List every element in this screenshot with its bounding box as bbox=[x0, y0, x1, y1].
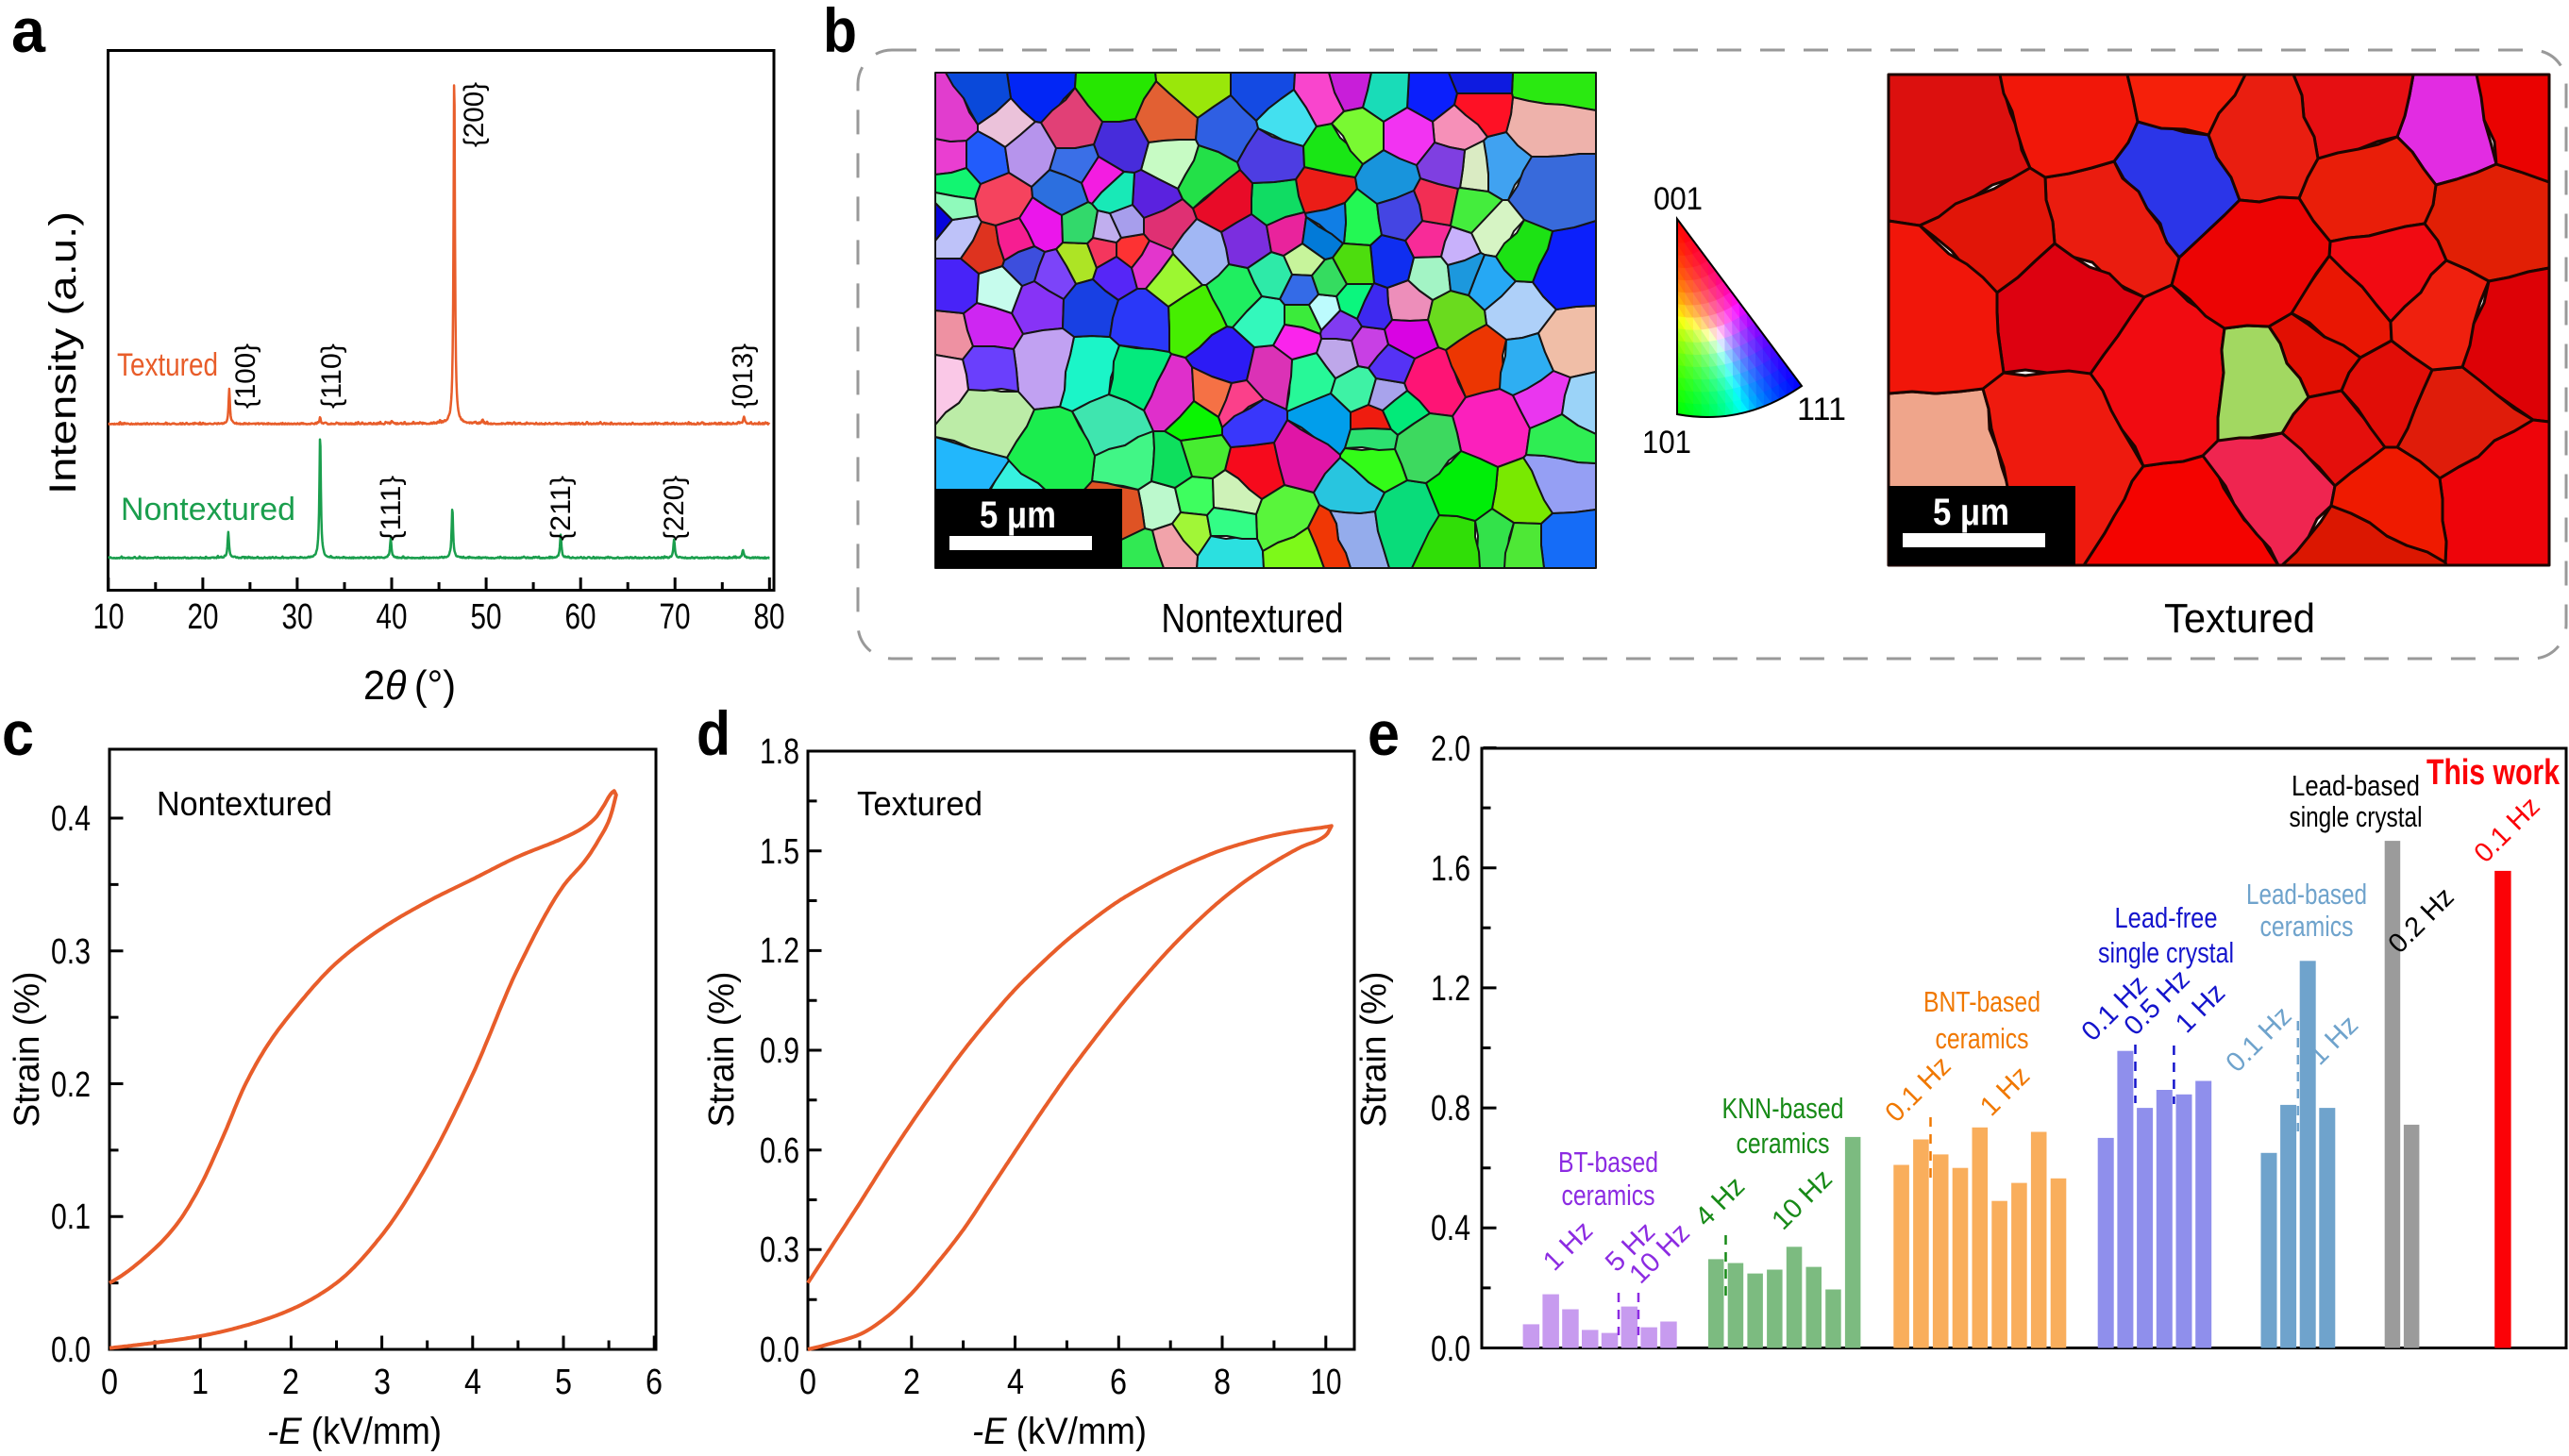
svg-text:single crystal: single crystal bbox=[2098, 936, 2234, 969]
svg-text:-E (kV/mm): -E (kV/mm) bbox=[972, 1411, 1147, 1451]
svg-text:Nontextured: Nontextured bbox=[157, 784, 332, 823]
svg-text:70: 70 bbox=[660, 597, 691, 637]
svg-text:5: 5 bbox=[555, 1363, 572, 1402]
svg-text:20: 20 bbox=[188, 597, 219, 637]
svg-text:60: 60 bbox=[565, 597, 596, 637]
svg-text:ceramics: ceramics bbox=[1737, 1127, 1830, 1160]
svg-text:1.8: 1.8 bbox=[760, 732, 799, 772]
svg-text:30: 30 bbox=[282, 597, 313, 637]
svg-text:0: 0 bbox=[101, 1363, 118, 1402]
svg-text:0.0: 0.0 bbox=[760, 1330, 799, 1370]
svg-text:c: c bbox=[2, 698, 34, 768]
svg-text:1.6: 1.6 bbox=[1431, 849, 1470, 889]
svg-text:0.2: 0.2 bbox=[51, 1065, 91, 1105]
svg-text:2: 2 bbox=[903, 1363, 920, 1402]
svg-text:1: 1 bbox=[192, 1363, 209, 1402]
svg-text:0.0: 0.0 bbox=[1431, 1330, 1470, 1369]
svg-text:-E (kV/mm): -E (kV/mm) bbox=[267, 1411, 442, 1451]
svg-text:001: 001 bbox=[1654, 181, 1703, 217]
svg-text:0.8: 0.8 bbox=[1431, 1089, 1470, 1129]
svg-text:40: 40 bbox=[377, 597, 408, 637]
svg-text:a: a bbox=[11, 0, 46, 65]
svg-text:1.2: 1.2 bbox=[760, 931, 799, 971]
svg-text:b: b bbox=[823, 0, 857, 65]
svg-text:5 μm: 5 μm bbox=[980, 494, 1056, 536]
svg-text:Nontextured: Nontextured bbox=[1162, 595, 1344, 642]
svg-text:{013}: {013} bbox=[728, 343, 759, 409]
svg-text:0.0: 0.0 bbox=[51, 1330, 91, 1370]
svg-text:Strain (%): Strain (%) bbox=[8, 972, 47, 1128]
svg-text:10: 10 bbox=[93, 597, 125, 637]
svg-text:6: 6 bbox=[1110, 1363, 1127, 1402]
svg-text:0.3: 0.3 bbox=[51, 932, 91, 972]
svg-text:d: d bbox=[697, 698, 730, 768]
svg-text:1.2: 1.2 bbox=[1431, 969, 1470, 1009]
svg-text:10: 10 bbox=[1311, 1363, 1342, 1402]
svg-text:KNN-based: KNN-based bbox=[1722, 1092, 1844, 1125]
svg-text:0.6: 0.6 bbox=[760, 1131, 799, 1171]
svg-text:{200}: {200} bbox=[459, 82, 490, 147]
svg-text:0: 0 bbox=[799, 1363, 816, 1402]
svg-text:{110}: {110} bbox=[316, 343, 347, 409]
svg-text:single crystal: single crystal bbox=[2290, 800, 2423, 833]
svg-text:80: 80 bbox=[754, 597, 785, 637]
svg-text:2θ (°): 2θ (°) bbox=[363, 662, 456, 709]
svg-text:Lead-free: Lead-free bbox=[2115, 901, 2218, 934]
svg-text:0.1: 0.1 bbox=[51, 1197, 91, 1237]
svg-text:Textured: Textured bbox=[2164, 595, 2315, 642]
svg-text:0.4: 0.4 bbox=[1431, 1209, 1470, 1248]
svg-text:1.5: 1.5 bbox=[760, 832, 799, 872]
svg-text:Lead-based: Lead-based bbox=[2246, 878, 2367, 911]
svg-text:111: 111 bbox=[1797, 392, 1846, 427]
svg-text:Textured: Textured bbox=[857, 784, 982, 823]
svg-text:{111}: {111} bbox=[376, 476, 407, 541]
svg-text:2: 2 bbox=[282, 1363, 299, 1402]
svg-text:0.3: 0.3 bbox=[760, 1230, 799, 1270]
svg-text:ceramics: ceramics bbox=[2260, 910, 2354, 943]
svg-text:Intensity (a.u.): Intensity (a.u.) bbox=[42, 211, 84, 494]
svg-text:2.0: 2.0 bbox=[1431, 729, 1470, 769]
svg-text:{100}: {100} bbox=[230, 343, 261, 409]
svg-text:0.9: 0.9 bbox=[760, 1031, 799, 1071]
svg-text:ceramics: ceramics bbox=[1562, 1179, 1655, 1212]
svg-text:8: 8 bbox=[1214, 1363, 1231, 1402]
svg-text:BNT-based: BNT-based bbox=[1923, 985, 2040, 1018]
svg-text:Nontextured: Nontextured bbox=[121, 492, 295, 527]
svg-text:Strain (%): Strain (%) bbox=[702, 972, 742, 1128]
svg-text:6: 6 bbox=[646, 1363, 663, 1402]
svg-text:4: 4 bbox=[1007, 1363, 1024, 1402]
svg-text:4: 4 bbox=[464, 1363, 481, 1402]
svg-text:5 μm: 5 μm bbox=[1933, 492, 2009, 533]
svg-text:0.4: 0.4 bbox=[51, 799, 91, 839]
svg-text:BT-based: BT-based bbox=[1558, 1146, 1658, 1179]
svg-text:ceramics: ceramics bbox=[1936, 1022, 2029, 1055]
svg-text:e: e bbox=[1368, 698, 1400, 768]
svg-text:{211}: {211} bbox=[546, 476, 577, 541]
svg-text:Strain (%): Strain (%) bbox=[1354, 972, 1394, 1128]
svg-text:Lead-based: Lead-based bbox=[2292, 769, 2420, 802]
svg-text:This work: This work bbox=[2426, 753, 2561, 793]
svg-text:Textured: Textured bbox=[117, 347, 218, 383]
svg-text:101: 101 bbox=[1642, 425, 1691, 460]
svg-text:3: 3 bbox=[374, 1363, 391, 1402]
svg-text:{220}: {220} bbox=[659, 476, 690, 541]
svg-text:50: 50 bbox=[471, 597, 502, 637]
